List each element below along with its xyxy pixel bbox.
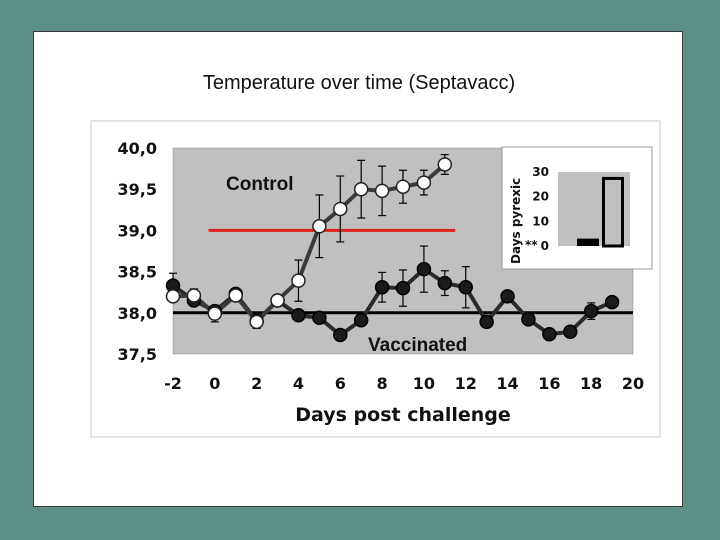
- x-tick-label: 12: [455, 374, 477, 393]
- inset-bars: [577, 176, 624, 248]
- vaccinated-point: [604, 294, 620, 310]
- vaccinated-point: [416, 261, 432, 277]
- control-point: [416, 175, 432, 190]
- x-tick-label: 16: [538, 374, 560, 393]
- y-tick-label: 39,5: [118, 180, 157, 199]
- x-tick-label: 0: [209, 374, 220, 393]
- control-point: [207, 306, 223, 321]
- control-point: [228, 288, 243, 303]
- control-point: [249, 314, 264, 330]
- x-tick-label: 18: [580, 374, 602, 393]
- inset-y-axis-label: Days pyrexic: [509, 178, 523, 264]
- inset-bar-vaccinated: [577, 238, 599, 246]
- x-tick-label: 10: [413, 374, 435, 393]
- control-point: [186, 288, 202, 303]
- x-tick-label: 4: [293, 374, 304, 393]
- control-point: [374, 183, 390, 199]
- y-tick-label: 37,5: [118, 345, 157, 364]
- x-tick-label: 14: [496, 374, 518, 393]
- y-tick-label: 38,5: [118, 263, 157, 282]
- vaccinated-point: [333, 327, 348, 343]
- vaccinated-point: [500, 289, 515, 304]
- vaccinated-point: [291, 308, 306, 323]
- vaccinated-point: [521, 312, 536, 327]
- y-tick-label: 38,0: [118, 304, 157, 323]
- control-point: [291, 273, 306, 288]
- y-tick-label: 39,0: [118, 221, 157, 240]
- vaccinated-point: [374, 280, 390, 295]
- vaccinated-point: [542, 326, 557, 342]
- vaccinated-point: [437, 275, 453, 291]
- control-point: [353, 181, 369, 197]
- inset-y-tick-label: 0: [541, 239, 549, 253]
- inset-bar-control: [602, 176, 624, 248]
- x-tick-label: -2: [164, 374, 182, 393]
- inset-y-tick-labels: 0 10 20 30: [532, 165, 549, 253]
- control-point: [312, 219, 327, 234]
- vaccinated-point: [458, 280, 473, 295]
- vaccinated-point: [583, 303, 599, 319]
- inset-y-tick-label: 20: [532, 190, 549, 204]
- x-tick-label: 20: [622, 374, 644, 393]
- vaccinated-point: [353, 312, 369, 328]
- main-plot-marks: [165, 153, 620, 343]
- vaccinated-point: [395, 280, 411, 296]
- control-point: [395, 179, 411, 194]
- inset-y-tick-label: 30: [532, 165, 549, 179]
- x-tick-label: 8: [377, 374, 388, 393]
- x-tick-label: 6: [335, 374, 346, 393]
- y-tick-labels: 37,5 38,0 38,5 39,0 39,5 40,0: [118, 139, 157, 364]
- inset-y-tick-label: 10: [532, 214, 549, 228]
- control-point: [333, 201, 348, 217]
- vaccinated-point: [479, 314, 494, 330]
- control-series-label: Control: [226, 174, 294, 195]
- control-point: [437, 157, 453, 172]
- control-point: [165, 289, 181, 304]
- control-point: [270, 293, 285, 308]
- inset-significance-annotation: **: [525, 238, 538, 252]
- x-tick-labels: -2 0 2 4 6 8 10 12 14 16 18 20: [164, 374, 644, 393]
- vaccinated-series-label: Vaccinated: [368, 335, 467, 356]
- x-axis-label: Days post challenge: [295, 404, 511, 426]
- x-tick-label: 2: [251, 374, 262, 393]
- slide-title: Temperature over time (Septavacc): [202, 72, 516, 94]
- vaccinated-point: [563, 324, 578, 340]
- y-tick-label: 40,0: [118, 139, 157, 158]
- vaccinated-point: [312, 310, 327, 325]
